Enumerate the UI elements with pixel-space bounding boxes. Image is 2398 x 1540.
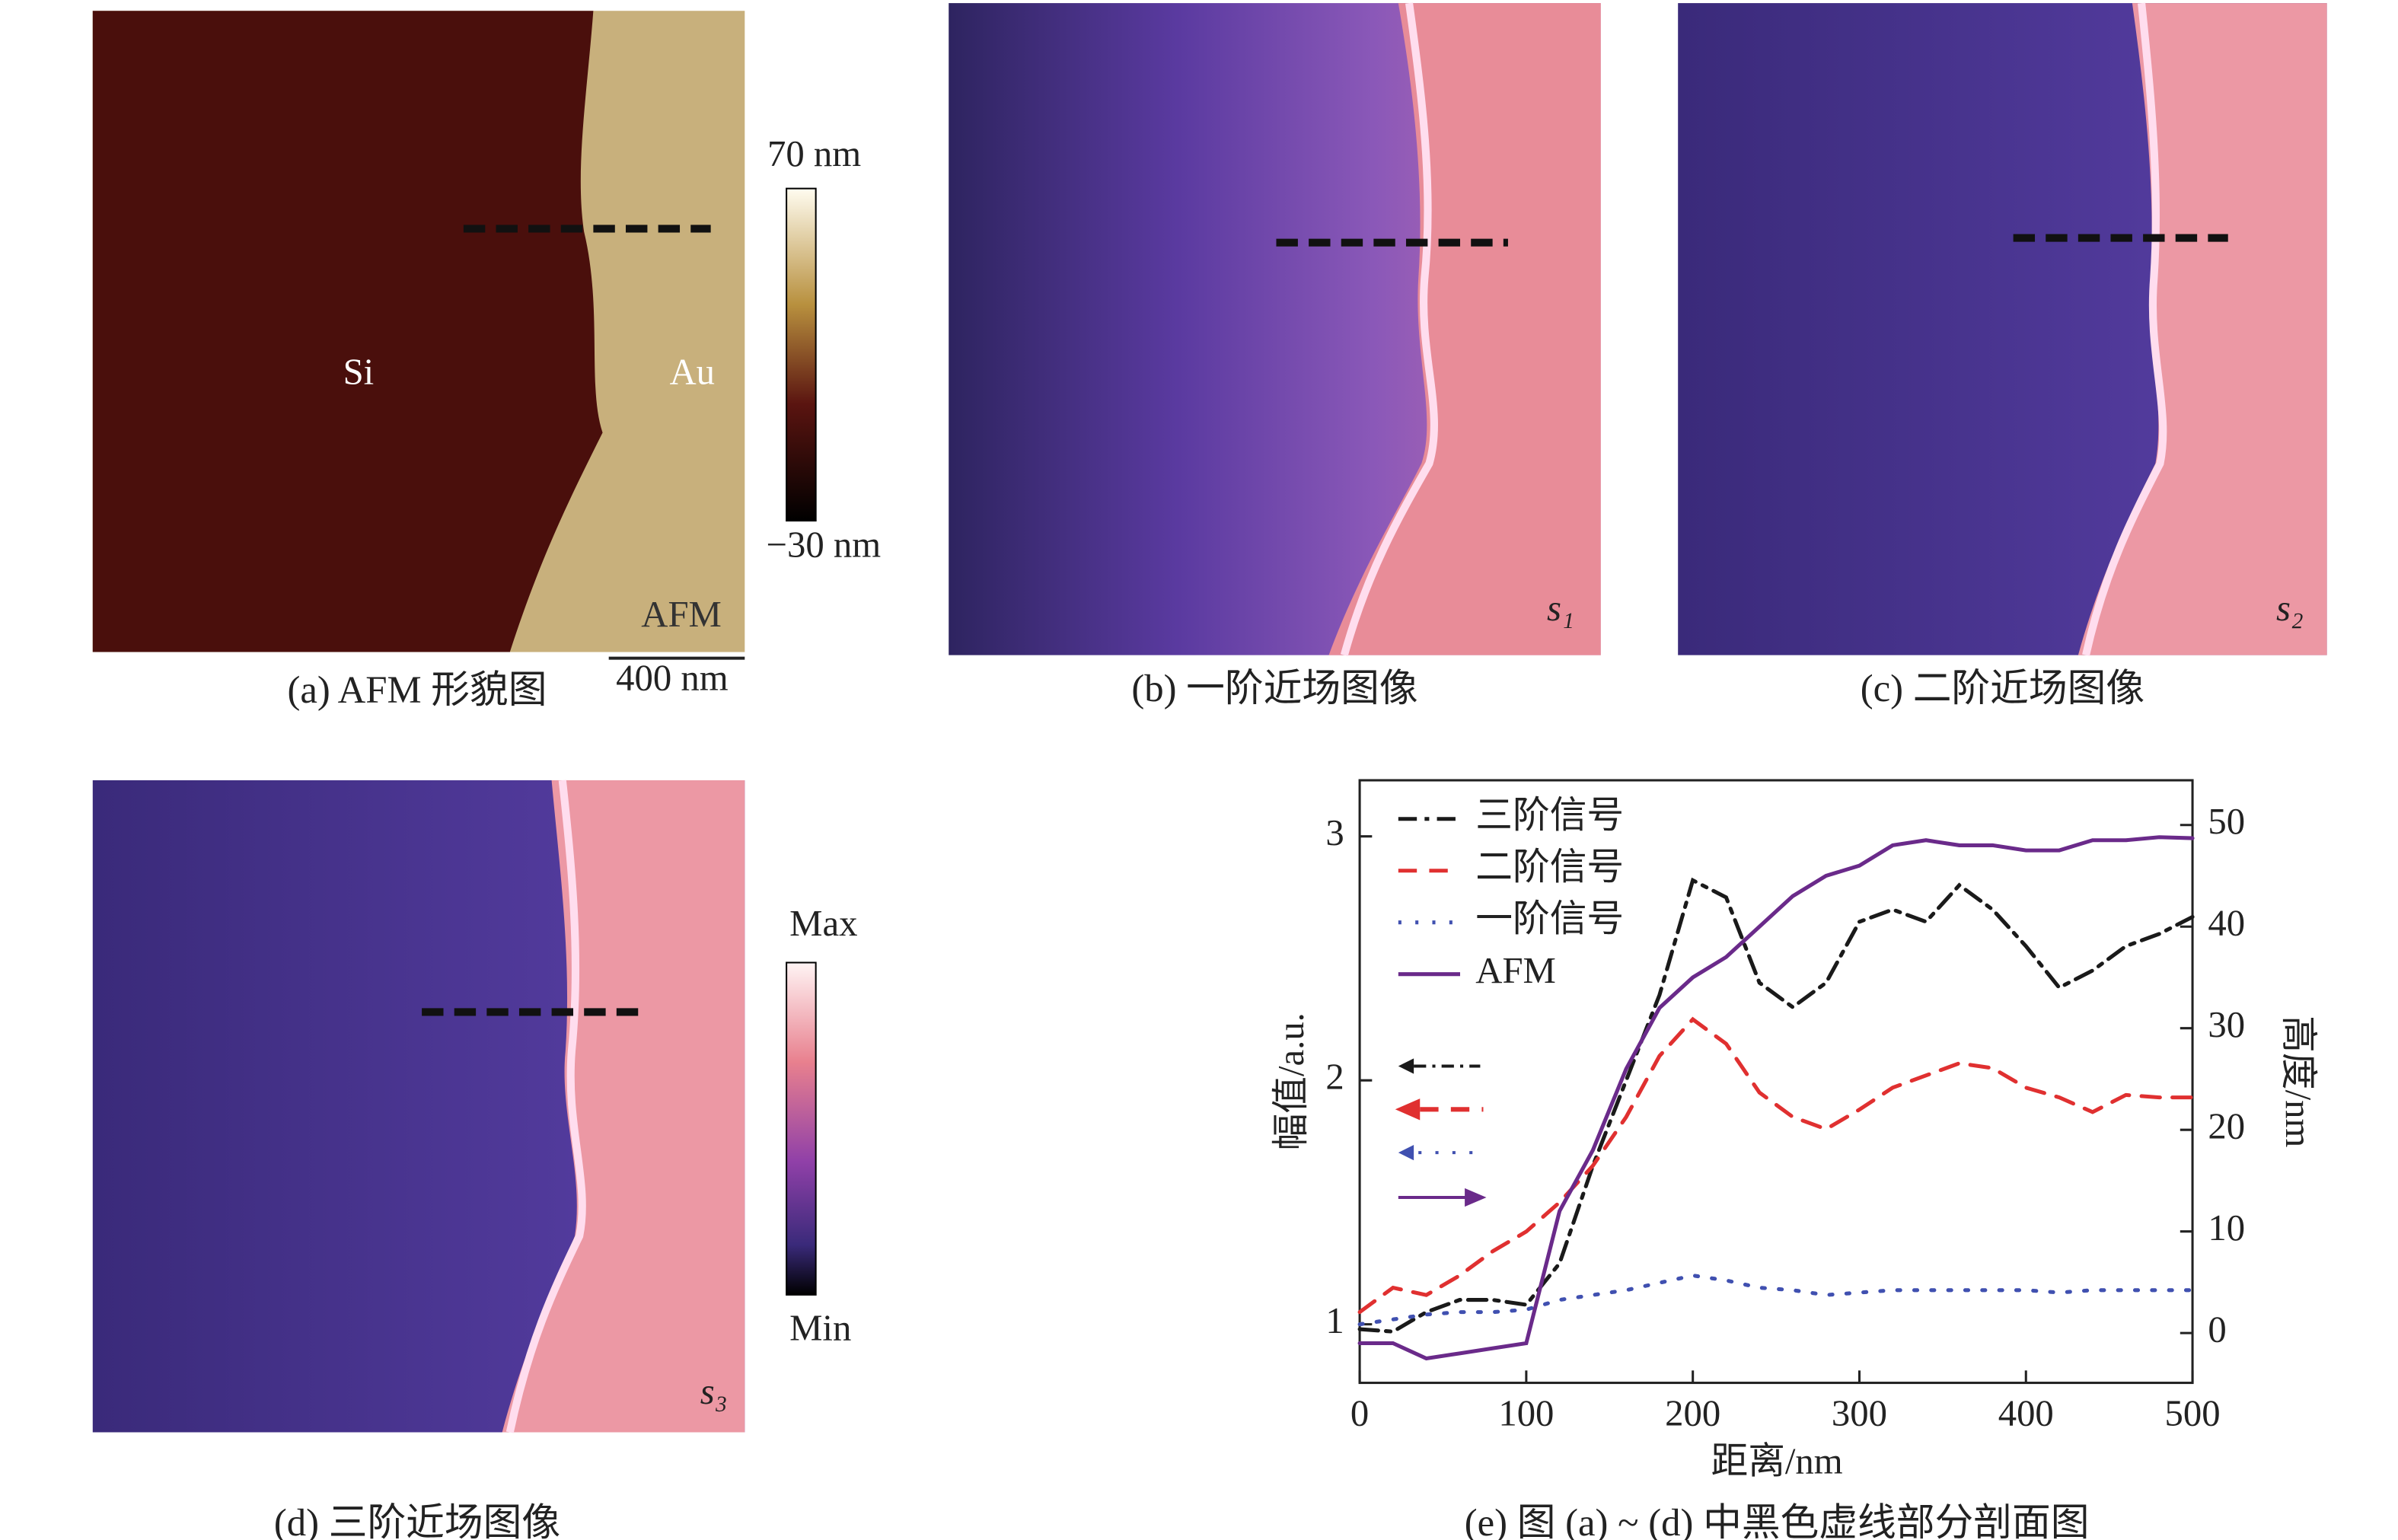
x-tick-label: 200: [1665, 1392, 1720, 1433]
colorbar-label: Min: [789, 1308, 851, 1349]
x-axis-label: 距离/nm: [1711, 1440, 1842, 1481]
panel-c: s₂ (c) 二阶近场图像: [1678, 2, 2327, 709]
axis-indicators: [1395, 1058, 1487, 1207]
arrow: [1395, 1098, 1421, 1121]
caption: (a) AFM 形貌图: [287, 668, 547, 711]
x-tick-label: 100: [1498, 1392, 1554, 1433]
caption: (e) 图 (a) ~ (d) 中黑色虚线部分剖面图: [1465, 1501, 2090, 1540]
label: s₃: [700, 1371, 728, 1412]
x-tick-label: 400: [1998, 1392, 2054, 1433]
colorbar: [786, 187, 817, 522]
legend-label: AFM: [1475, 950, 1556, 991]
colorbar-label: −30 nm: [767, 524, 882, 566]
edge: [1340, 2, 1438, 656]
y2-tick-label: 50: [2208, 801, 2245, 842]
arrow: [1398, 1058, 1414, 1074]
x-tick-label: 500: [2165, 1392, 2221, 1433]
label: AFM: [641, 594, 722, 635]
scale-label: 400 nm: [616, 657, 729, 698]
y2-tick-label: 0: [2208, 1309, 2226, 1350]
series-line: [1357, 1016, 2195, 1315]
y2-axis-label: 高度/nm: [2278, 1016, 2319, 1147]
y2-tick-label: 10: [2208, 1207, 2245, 1248]
legend-label: 三阶信号: [1475, 795, 1624, 836]
colorbar-label: 70 nm: [767, 133, 861, 174]
caption: (d) 三阶近场图像: [274, 1501, 560, 1540]
x-tick-label: 0: [1350, 1392, 1369, 1433]
y-tick-label: 1: [1325, 1300, 1344, 1341]
edge: [2082, 2, 2167, 656]
au-region: [2078, 3, 2327, 655]
au-region: [1328, 3, 1601, 655]
y2-tick-label: 40: [2208, 902, 2245, 943]
label: s₁: [1547, 588, 1574, 629]
y2-tick-label: 30: [2208, 1004, 2245, 1045]
series-line: [1357, 1273, 2195, 1327]
panel-d: s₃ Max Min (d) 三阶近场图像: [92, 780, 857, 1540]
panel-e: 幅值/a.u. 高度/nm 距离/nm (e) 图 (a) ~ (d) 中黑色虚…: [1271, 779, 2319, 1540]
panel-b: s₁ (b) 一阶近场图像: [949, 2, 1601, 709]
y-tick-label: 3: [1325, 812, 1344, 853]
series-line: [1357, 877, 2195, 1334]
y-axis-label: 幅值/a.u.: [1271, 1012, 1312, 1150]
caption: (b) 一阶近场图像: [1131, 667, 1417, 709]
label: Si: [343, 351, 375, 392]
legend-label: 一阶信号: [1475, 898, 1624, 939]
legend-label: 二阶信号: [1475, 847, 1624, 888]
arrow: [1465, 1188, 1487, 1207]
plot-frame: [1358, 779, 2194, 1385]
arrow: [1398, 1144, 1414, 1161]
y-tick-label: 2: [1325, 1056, 1344, 1097]
label: s₂: [2276, 588, 2304, 629]
colorbar: [786, 961, 817, 1296]
x-tick-label: 300: [1832, 1392, 1887, 1433]
series-line: [1357, 835, 2195, 1361]
caption: (c) 二阶近场图像: [1861, 667, 2144, 709]
panel-a: Si Au AFM 70 nm −30 nm 400 nm (a) AFM 形貌…: [92, 11, 882, 711]
y2-tick-label: 20: [2208, 1105, 2245, 1146]
si-region: [92, 11, 603, 652]
label: Au: [670, 351, 716, 392]
colorbar-label: Max: [789, 903, 857, 944]
edge: [505, 780, 586, 1433]
